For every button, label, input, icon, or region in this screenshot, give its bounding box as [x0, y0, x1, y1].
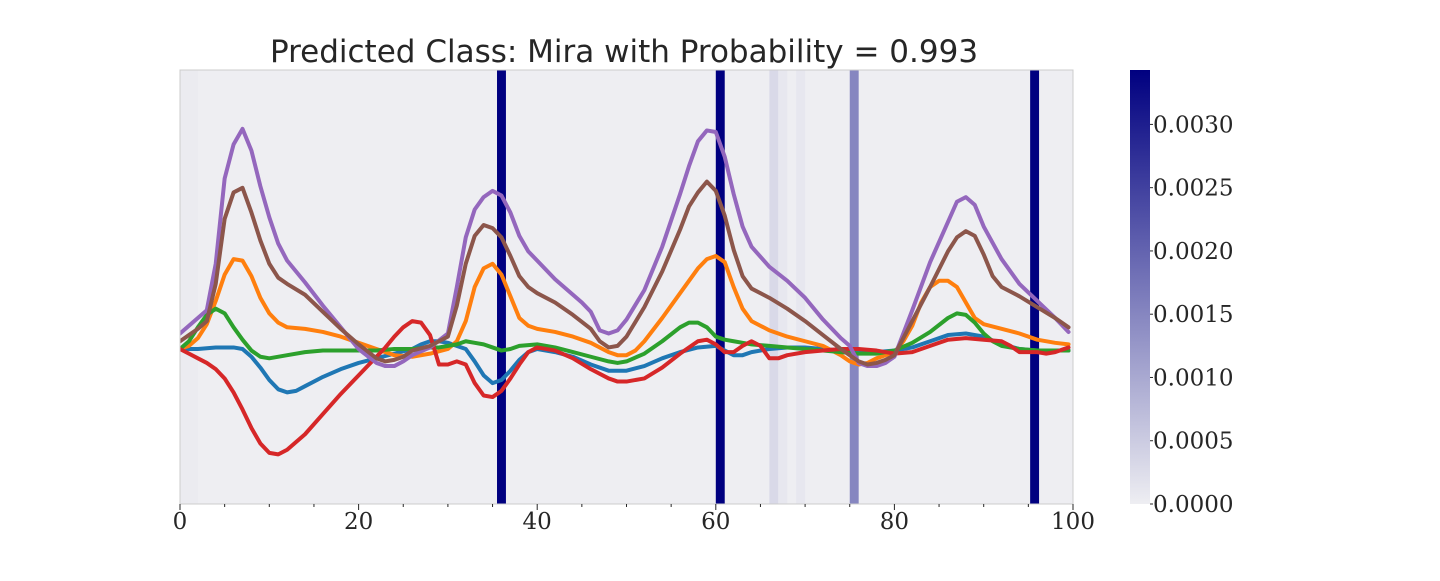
colorbar [1130, 70, 1150, 504]
colorbar-tick-label: 0.0010 [1153, 365, 1233, 391]
x-tick-label: 20 [344, 509, 373, 535]
chart-title: Predicted Class: Mira with Probability =… [270, 34, 978, 70]
colorbar-tick-label: 0.0005 [1153, 429, 1233, 455]
attention-band [849, 70, 859, 504]
series-line-6 [180, 179, 1071, 367]
x-tick-label: 0 [173, 509, 188, 535]
x-tick-label: 100 [1051, 509, 1095, 535]
attention-band [180, 70, 198, 504]
colorbar-tick-label: 0.0015 [1153, 302, 1233, 328]
attention-band [1030, 70, 1040, 504]
x-tick-label: 80 [880, 509, 909, 535]
attention-band [497, 70, 506, 504]
attention-band [778, 70, 788, 504]
colorbar-tick-label: 0.0030 [1153, 112, 1233, 138]
x-tick-label: 40 [523, 509, 552, 535]
series-line-3 [180, 306, 1071, 365]
series-line-4 [180, 319, 1071, 457]
attention-band [715, 70, 725, 504]
x-tick-label: 60 [701, 509, 730, 535]
attention-band [769, 70, 779, 504]
plot-area [180, 70, 1073, 504]
attention-band [796, 70, 806, 504]
series-line-5 [180, 126, 1071, 369]
colorbar-tick-label: 0.0000 [1153, 492, 1233, 518]
colorbar-tick-label: 0.0025 [1153, 176, 1233, 202]
colorbar-tick-label: 0.0020 [1153, 239, 1233, 265]
